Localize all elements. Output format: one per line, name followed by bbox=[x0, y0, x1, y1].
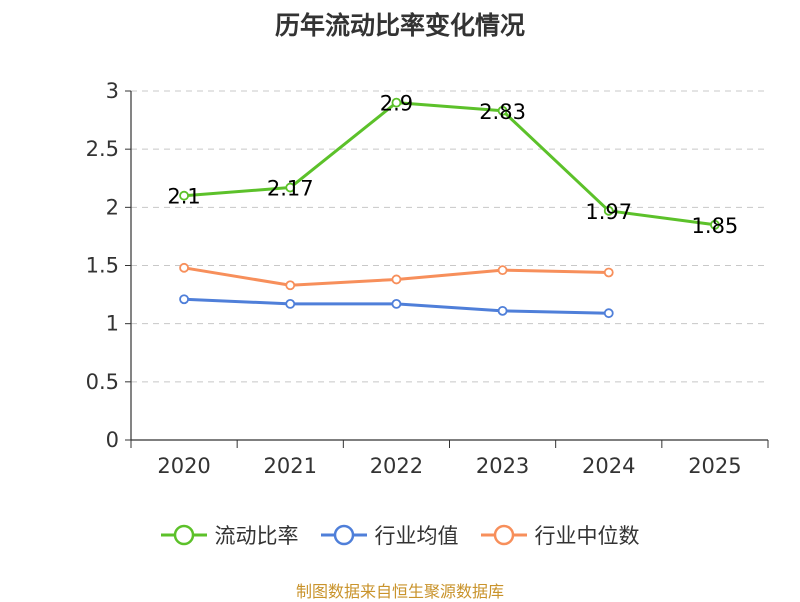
data-point bbox=[179, 262, 189, 273]
data-label: 2.9 bbox=[380, 92, 413, 116]
legend-marker bbox=[480, 524, 527, 546]
data-point bbox=[497, 265, 508, 276]
x-tick-label: 2023 bbox=[476, 454, 529, 478]
axes: 0 0.5 1 1.5 2 2.5 3 2020 2021 2022 2023 2024 2025 bbox=[86, 79, 769, 478]
data-point bbox=[603, 267, 614, 278]
x-tick-label: 2024 bbox=[582, 454, 635, 478]
legend-item[interactable]: 行业中位数 bbox=[480, 520, 640, 550]
data-point bbox=[497, 305, 508, 316]
x-tick-label: 2021 bbox=[264, 454, 317, 478]
series-lines bbox=[179, 97, 720, 319]
legend-item[interactable]: 行业均值 bbox=[320, 520, 459, 550]
data-label: 2.17 bbox=[267, 177, 314, 201]
legend-label: 行业中位数 bbox=[534, 524, 640, 548]
x-tick-label: 2020 bbox=[157, 454, 210, 478]
y-tick-label: 2.5 bbox=[86, 137, 119, 161]
data-label: 2.83 bbox=[479, 100, 526, 124]
data-point bbox=[285, 298, 296, 309]
chart-title: 历年流动比率变化情况 bbox=[274, 11, 525, 40]
data-label: 2.1 bbox=[167, 185, 200, 209]
legend: 流动比率 行业均值 行业中位数 bbox=[0, 520, 800, 550]
data-point bbox=[391, 97, 402, 108]
line-chart: 0 0.5 1 1.5 2 2.5 3 2020 2021 2022 2023 2024 2025 2.… bbox=[86, 79, 769, 478]
data-label: 1.97 bbox=[585, 200, 632, 224]
y-tick-label: 0 bbox=[106, 428, 119, 452]
data-point bbox=[497, 105, 508, 116]
data-point bbox=[285, 280, 296, 291]
data-point bbox=[179, 294, 189, 305]
y-tick-label: 1 bbox=[106, 312, 119, 336]
grid-lines bbox=[131, 90, 768, 383]
series-line-0 bbox=[183, 101, 716, 227]
source-note: 制图数据来自恒生聚源数据库 bbox=[295, 582, 504, 601]
data-point bbox=[285, 182, 296, 193]
data-point bbox=[391, 298, 402, 309]
y-tick-label: 1.5 bbox=[86, 254, 119, 278]
data-point bbox=[603, 205, 614, 216]
data-point bbox=[179, 190, 189, 201]
data-point bbox=[391, 274, 402, 285]
data-labels: 2.1 2.17 2.9 2.83 1.97 1.85 bbox=[167, 92, 738, 238]
legend-marker bbox=[160, 524, 207, 546]
legend-label: 流动比率 bbox=[214, 524, 299, 548]
data-point bbox=[603, 308, 614, 319]
y-tick-label: 3 bbox=[106, 79, 119, 103]
legend-marker bbox=[320, 524, 367, 546]
data-label: 1.85 bbox=[692, 214, 739, 238]
legend-item[interactable]: 流动比率 bbox=[160, 520, 299, 550]
x-tick-label: 2025 bbox=[688, 454, 741, 478]
legend-label: 行业均值 bbox=[374, 524, 459, 548]
data-point bbox=[710, 219, 720, 230]
y-tick-label: 2 bbox=[106, 195, 119, 219]
y-tick-label: 0.5 bbox=[86, 370, 119, 394]
x-tick-label: 2022 bbox=[370, 454, 423, 478]
